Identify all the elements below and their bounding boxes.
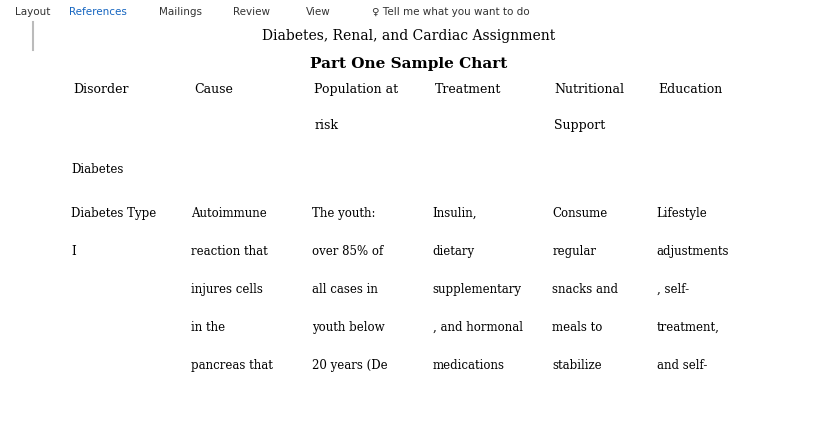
Text: View: View [306, 7, 331, 17]
Text: Part One Sample Chart: Part One Sample Chart [310, 57, 507, 71]
Text: References: References [69, 7, 127, 17]
Text: Insulin,

dietary

supplementary

, and hormonal

medications: Insulin, dietary supplementary , and hor… [432, 207, 523, 372]
Text: Cause: Cause [194, 83, 233, 96]
Text: Lifestyle

adjustments

, self-

treatment,

and self-: Lifestyle adjustments , self- treatment,… [657, 207, 729, 372]
Text: Treatment: Treatment [435, 83, 502, 96]
Text: Diabetes, Renal, and Cardiac Assignment: Diabetes, Renal, and Cardiac Assignment [262, 29, 555, 43]
Text: Education: Education [659, 83, 723, 96]
Text: Autoimmune

reaction that

injures cells

in the

pancreas that: Autoimmune reaction that injures cells i… [191, 207, 274, 372]
Text: Mailings: Mailings [159, 7, 203, 17]
Text: ♀ Tell me what you want to do: ♀ Tell me what you want to do [372, 7, 529, 17]
Text: Nutritional

Support: Nutritional Support [554, 83, 624, 132]
Text: Population at

risk: Population at risk [315, 83, 399, 132]
Text: Review: Review [233, 7, 270, 17]
Text: Disorder: Disorder [74, 83, 129, 96]
Text: The youth:

over 85% of

all cases in

youth below

20 years (De: The youth: over 85% of all cases in yout… [312, 207, 387, 372]
Text: Diabetes: Diabetes [71, 163, 123, 176]
Text: Layout: Layout [15, 7, 50, 17]
Text: Consume

regular

snacks and

meals to

stabilize: Consume regular snacks and meals to stab… [552, 207, 618, 372]
Text: Diabetes Type

I: Diabetes Type I [71, 207, 156, 258]
